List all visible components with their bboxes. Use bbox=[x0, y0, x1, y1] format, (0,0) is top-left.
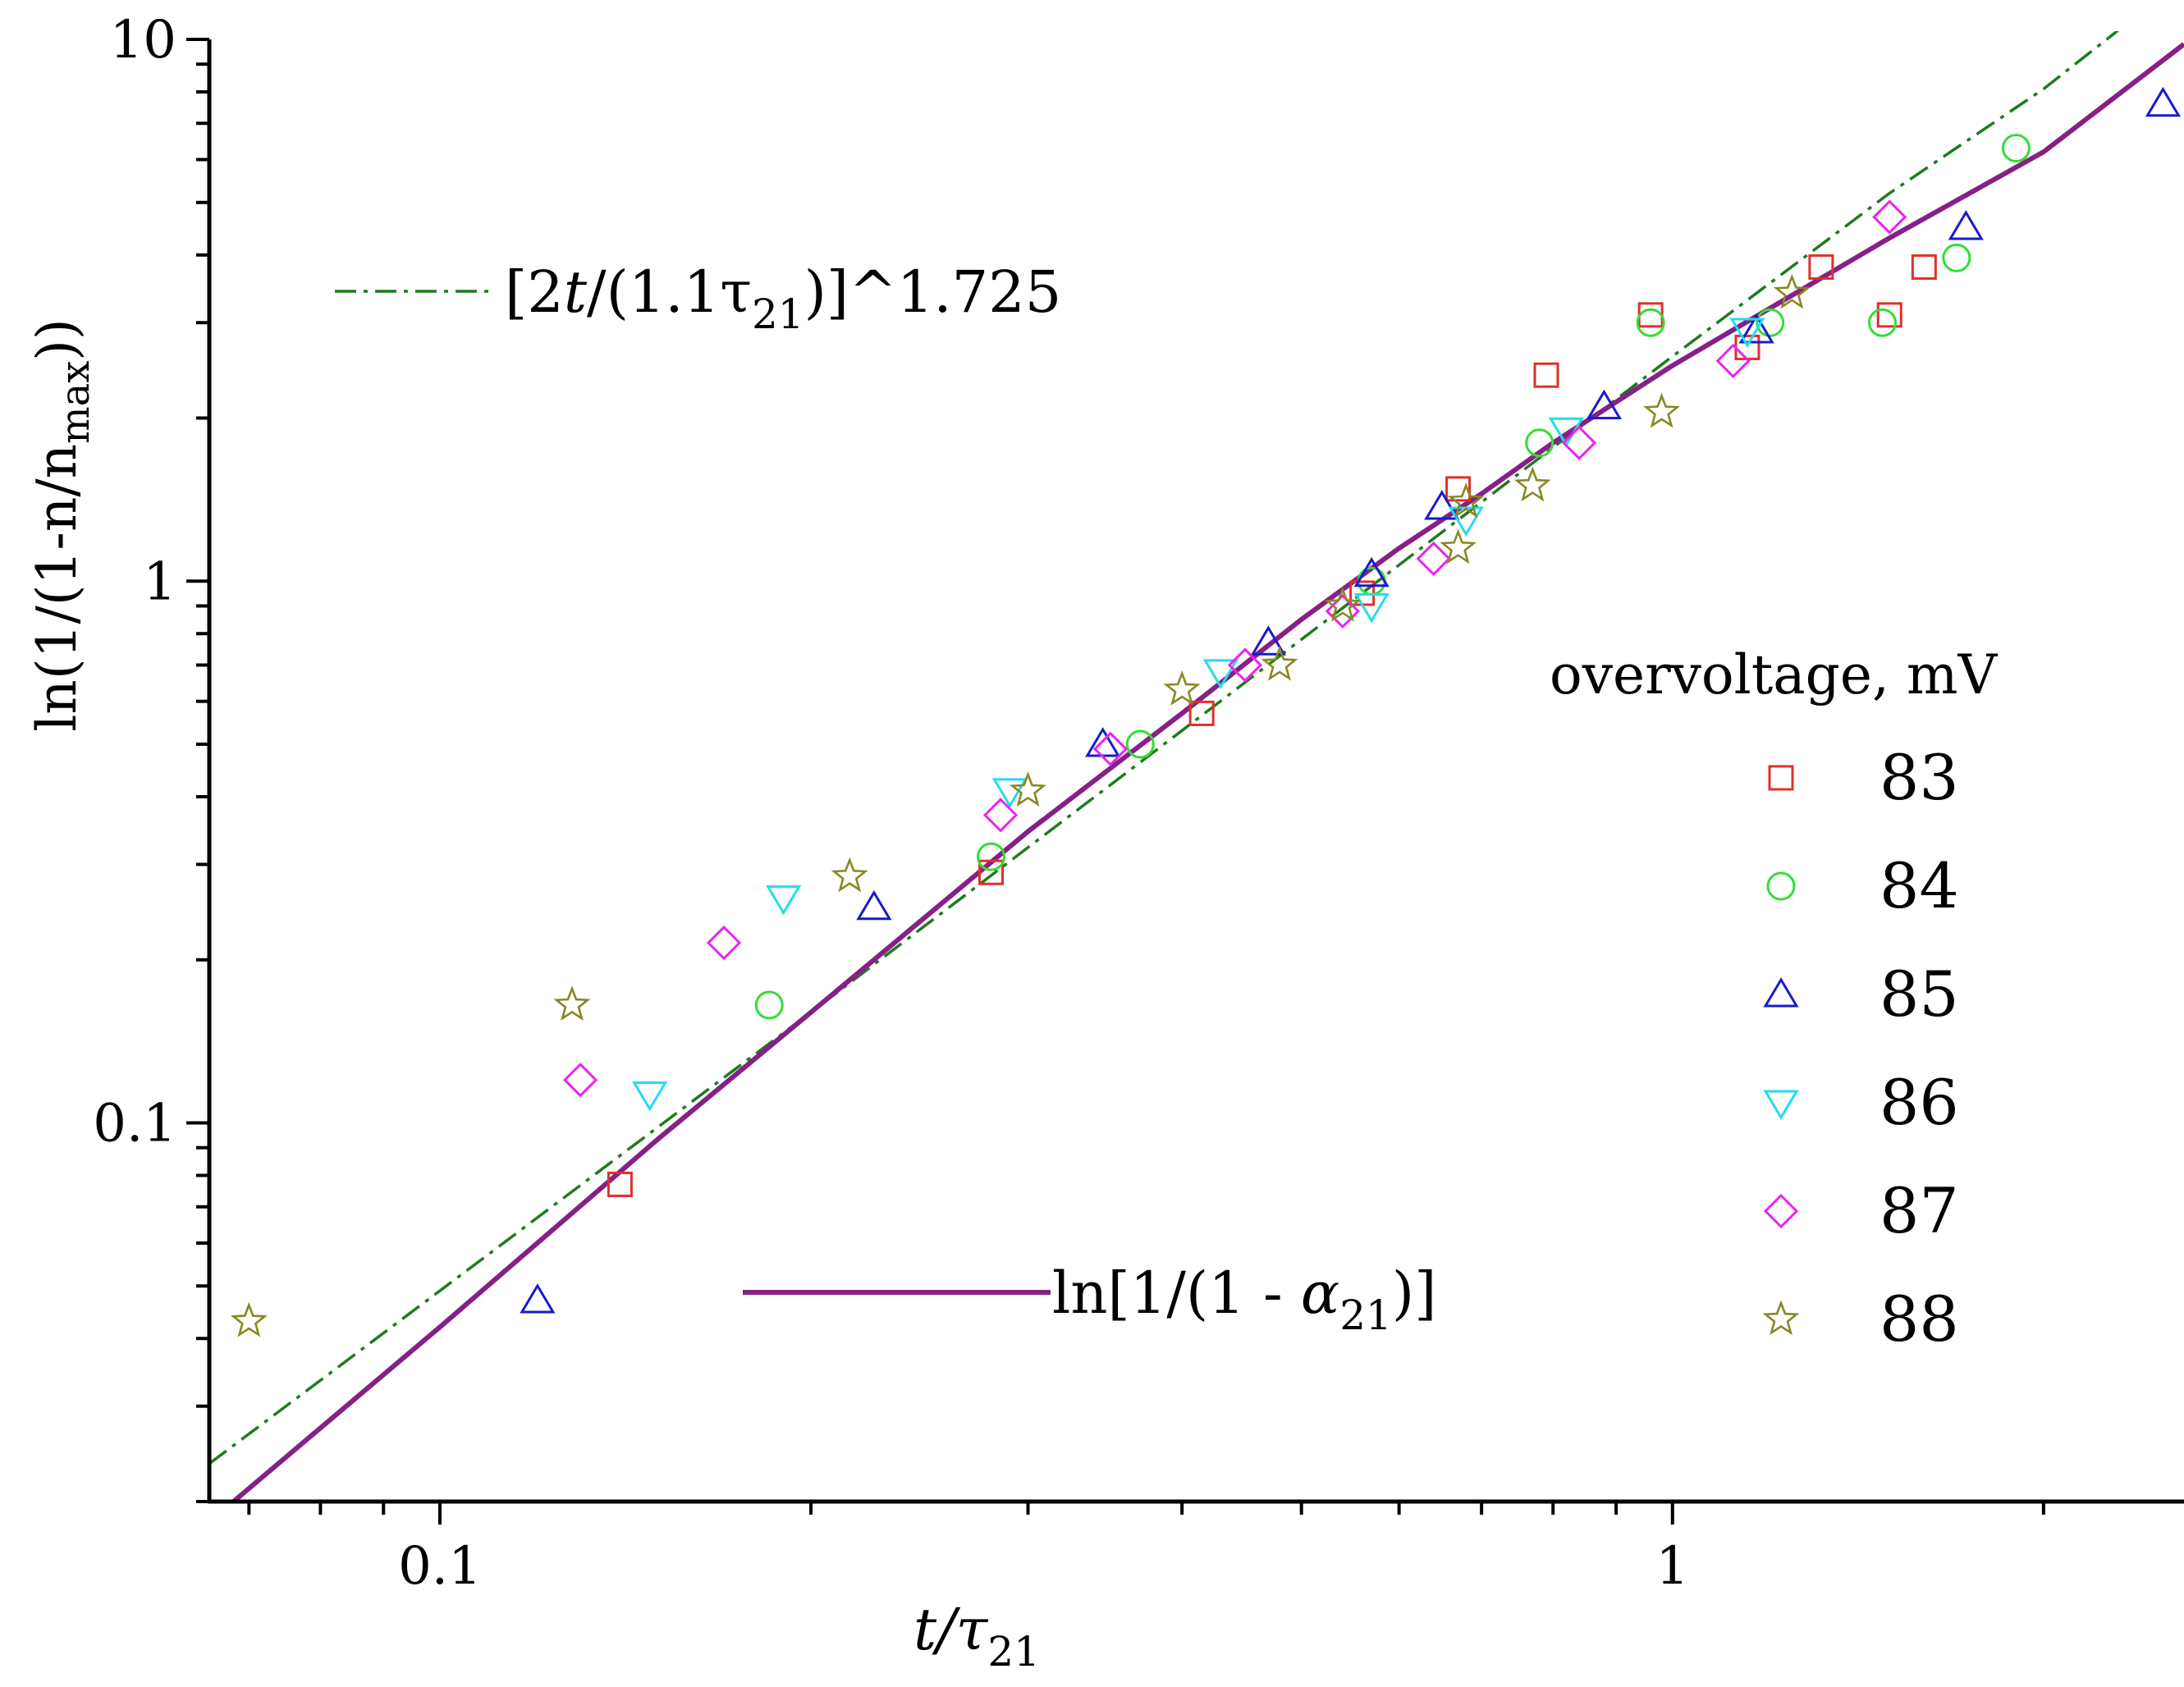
axes: 0.1 1 0.1 1 10 t/τ21 ln(1/(1-n/nmax)) bbox=[25, 10, 2184, 1676]
data-point-87 bbox=[562, 1063, 598, 1098]
data-point-88 bbox=[1447, 482, 1485, 518]
dash-dot-curve-label: [2t/(1.1τ21)]^1.725 bbox=[335, 258, 1061, 338]
legend-marker-85 bbox=[1763, 977, 1799, 1008]
curve-labels: [2t/(1.1τ21)]^1.725 ln[1/(1 - α21)] bbox=[335, 258, 1436, 1339]
data-point-83 bbox=[1876, 302, 1902, 328]
data-point-86 bbox=[1202, 659, 1239, 689]
data-point-88 bbox=[553, 985, 591, 1022]
y-tick-label: 0.1 bbox=[93, 1094, 176, 1154]
legend-marker-84 bbox=[1766, 871, 1796, 901]
data-point-87 bbox=[1227, 647, 1263, 683]
data-point-84 bbox=[1942, 243, 1971, 272]
data-point-88 bbox=[1163, 670, 1201, 706]
y-tick-label: 1 bbox=[143, 551, 176, 612]
data-point-83 bbox=[1533, 362, 1559, 388]
data-point-84 bbox=[1125, 729, 1155, 759]
data-point-85 bbox=[1586, 389, 1623, 420]
data-point-85 bbox=[1353, 556, 1390, 587]
data-point-83 bbox=[1637, 302, 1664, 328]
data-point-86 bbox=[632, 1081, 668, 1112]
data-point-88 bbox=[1513, 466, 1551, 502]
data-point-83 bbox=[1808, 254, 1834, 280]
legend-label-86: 86 bbox=[1880, 1066, 1959, 1139]
legend-marker-88 bbox=[1762, 1300, 1800, 1336]
legend-label-87: 87 bbox=[1880, 1174, 1959, 1247]
legend-item-84: 84 bbox=[1766, 849, 1959, 922]
data-point-85 bbox=[2145, 86, 2182, 117]
legend-title: overvoltage, mV bbox=[1550, 643, 1998, 706]
data-point-84 bbox=[754, 990, 784, 1020]
data-point-87 bbox=[982, 798, 1019, 833]
data-point-84 bbox=[977, 842, 1006, 871]
y-axis-label: ln(1/(1-n/nmax)) bbox=[25, 318, 98, 732]
data-point-88 bbox=[831, 857, 868, 893]
data-point-88 bbox=[1643, 392, 1681, 428]
data-point-87 bbox=[1092, 731, 1129, 766]
data-point-88 bbox=[1440, 528, 1477, 565]
data-point-86 bbox=[1729, 318, 1765, 348]
fit-curve-dash-dot bbox=[209, 31, 2120, 1465]
data-point-85 bbox=[1738, 313, 1774, 344]
legend-marker-83 bbox=[1768, 765, 1794, 791]
legend-label-85: 85 bbox=[1880, 958, 1959, 1031]
series-84 bbox=[754, 133, 2031, 1020]
solid-curve-label-text: ln[1/(1 - α21)] bbox=[1052, 1260, 1436, 1339]
data-point-87 bbox=[1416, 541, 1451, 577]
series-86 bbox=[632, 318, 1765, 1112]
data-point-83 bbox=[1911, 254, 1937, 280]
data-point-84 bbox=[1525, 428, 1554, 458]
legend-item-83: 83 bbox=[1768, 741, 1959, 814]
legend-marker-86 bbox=[1763, 1090, 1799, 1120]
legend-item-88: 88 bbox=[1762, 1282, 1959, 1356]
data-point-86 bbox=[991, 778, 1028, 808]
y-tick-label: 10 bbox=[110, 10, 176, 71]
data-point-87 bbox=[1561, 425, 1597, 460]
data-point-83 bbox=[1188, 700, 1215, 726]
data-point-85 bbox=[1948, 210, 1984, 240]
data-point-87 bbox=[706, 925, 742, 961]
legend-marker-87 bbox=[1763, 1193, 1799, 1229]
data-point-85 bbox=[1250, 625, 1286, 656]
legend-item-87: 87 bbox=[1763, 1174, 1959, 1247]
data-point-83 bbox=[978, 859, 1005, 885]
data-point-88 bbox=[1010, 771, 1046, 807]
data-point-85 bbox=[1424, 490, 1460, 520]
legend-label-88: 88 bbox=[1880, 1282, 1959, 1356]
dash-dot-curve-label-text: [2t/(1.1τ21)]^1.725 bbox=[505, 258, 1061, 338]
legend-label-83: 83 bbox=[1880, 741, 1959, 814]
series-83 bbox=[607, 254, 1937, 1197]
legend-label-84: 84 bbox=[1880, 849, 1959, 922]
data-point-88 bbox=[1324, 586, 1362, 622]
legend-item-86: 86 bbox=[1763, 1066, 1959, 1139]
x-tick-label: 1 bbox=[1655, 1536, 1689, 1597]
data-point-85 bbox=[856, 889, 892, 921]
solid-curve-label: ln[1/(1 - α21)] bbox=[743, 1260, 1436, 1339]
data-point-84 bbox=[1867, 308, 1897, 337]
legend: overvoltage, mV 83 84 85 86 87 88 bbox=[1550, 643, 1998, 1356]
data-point-88 bbox=[230, 1301, 268, 1337]
data-point-86 bbox=[765, 885, 802, 916]
legend-item-85: 85 bbox=[1763, 958, 1959, 1031]
data-point-87 bbox=[1872, 199, 1907, 235]
data-point-84 bbox=[1636, 308, 1665, 337]
data-point-84 bbox=[2001, 133, 2031, 162]
data-point-86 bbox=[1353, 592, 1390, 624]
x-axis-label: t/τ21 bbox=[913, 1596, 1040, 1676]
data-point-88 bbox=[1261, 645, 1298, 681]
data-point-87 bbox=[1715, 343, 1751, 378]
x-tick-label: 0.1 bbox=[398, 1536, 482, 1597]
data-point-84 bbox=[1756, 308, 1785, 337]
data-point-83 bbox=[1445, 476, 1472, 502]
series-88 bbox=[230, 273, 1811, 1337]
data-point-83 bbox=[607, 1171, 633, 1197]
data-point-85 bbox=[520, 1283, 556, 1314]
data-points bbox=[230, 86, 2182, 1337]
data-point-88 bbox=[1773, 273, 1811, 309]
